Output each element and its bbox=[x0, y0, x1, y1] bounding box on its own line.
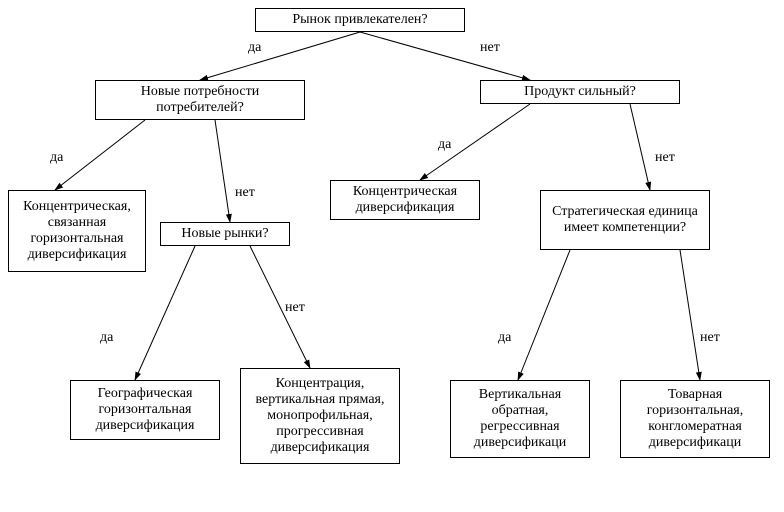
node-root: Рынок привлекателен? bbox=[255, 8, 465, 32]
node-new-markets-text: Новые рынки? bbox=[181, 226, 268, 242]
node-commodity: Товарная горизонтальная, конгломератная … bbox=[620, 380, 770, 458]
node-needs-text: Новые потребности потребителей? bbox=[100, 84, 300, 116]
edge-label-8: да bbox=[498, 330, 511, 346]
node-needs: Новые потребности потребителей? bbox=[95, 80, 305, 120]
node-product-strong-text: Продукт сильный? bbox=[524, 84, 636, 100]
node-vertical-text: Вертикальная обратная, регрессивная диве… bbox=[455, 387, 585, 451]
edge-label-5: нет bbox=[655, 150, 675, 166]
node-concentration: Концентрация, вертикальная прямая, моноп… bbox=[240, 368, 400, 464]
node-concentric-text: Концентрическая диверсификация bbox=[335, 184, 475, 216]
node-concentration-text: Концентрация, вертикальная прямая, моноп… bbox=[245, 376, 395, 456]
node-vertical: Вертикальная обратная, регрессивная диве… bbox=[450, 380, 590, 458]
edge-label-9: нет bbox=[700, 330, 720, 346]
edge-label-3: нет bbox=[235, 185, 255, 201]
node-new-markets: Новые рынки? bbox=[160, 222, 290, 246]
edge-label-4: да bbox=[438, 137, 451, 153]
node-geographic-text: Географическая горизонтальная диверсифик… bbox=[75, 386, 215, 434]
node-concentric: Концентрическая диверсификация bbox=[330, 180, 480, 220]
node-geographic: Географическая горизонтальная диверсифик… bbox=[70, 380, 220, 440]
node-commodity-text: Товарная горизонтальная, конгломератная … bbox=[625, 387, 765, 451]
edge-3 bbox=[215, 120, 230, 222]
node-root-text: Рынок привлекателен? bbox=[292, 12, 427, 28]
node-strategic-unit: Стратегическая единица имеет компетенции… bbox=[540, 190, 710, 250]
node-concentric-h: Концентрическая, связанная горизонтальна… bbox=[8, 190, 146, 272]
edge-label-7: нет bbox=[285, 300, 305, 316]
edge-4 bbox=[420, 104, 530, 180]
edge-label-0: да bbox=[248, 40, 261, 56]
edge-8 bbox=[518, 250, 570, 380]
edge-label-6: да bbox=[100, 330, 113, 346]
edge-1 bbox=[360, 32, 530, 80]
node-product-strong: Продукт сильный? bbox=[480, 80, 680, 104]
edge-9 bbox=[680, 250, 700, 380]
node-strategic-unit-text: Стратегическая единица имеет компетенции… bbox=[545, 204, 705, 236]
edge-0 bbox=[200, 32, 360, 80]
edge-5 bbox=[630, 104, 650, 190]
node-concentric-h-text: Концентрическая, связанная горизонтальна… bbox=[13, 199, 141, 263]
edge-2 bbox=[55, 120, 145, 190]
edge-label-1: нет bbox=[480, 40, 500, 56]
edge-label-2: да bbox=[50, 150, 63, 166]
